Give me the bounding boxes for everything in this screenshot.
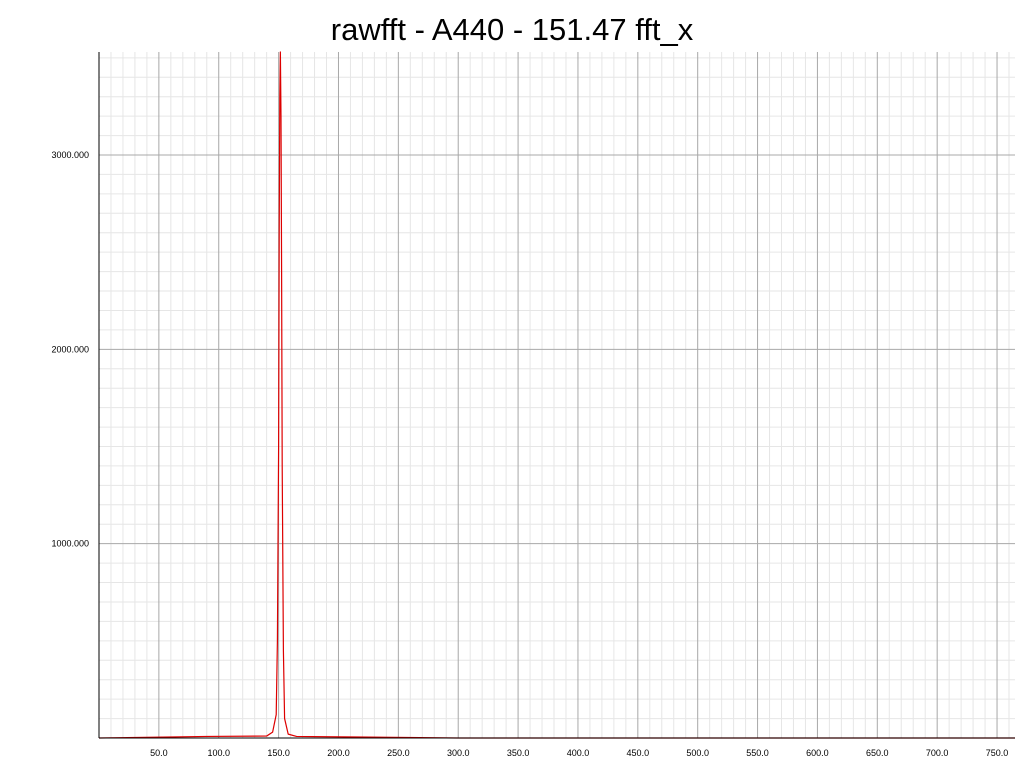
x-tick-label: 400.0 [567,748,590,758]
chart-title: rawfft - A440 - 151.47 fft_x [330,12,694,47]
minor-grid [99,52,1015,738]
y-tick-label: 3000.000 [51,150,89,160]
y-tick-label: 1000.000 [51,539,89,549]
x-tick-label: 600.0 [806,748,829,758]
major-grid [99,52,1015,738]
x-tick-label: 150.0 [267,748,290,758]
x-tick-label: 650.0 [866,748,889,758]
x-tick-label: 750.0 [986,748,1009,758]
x-tick-label: 100.0 [207,748,230,758]
y-tick-label: 2000.000 [51,344,89,354]
x-tick-label: 50.0 [150,748,168,758]
x-tick-label: 450.0 [627,748,650,758]
y-tick-labels: 1000.000 2000.000 3000.000 [51,150,89,549]
x-tick-label: 350.0 [507,748,530,758]
axes-layer [98,52,1015,739]
x-tick-label: 500.0 [686,748,709,758]
series-layer [98,51,1015,739]
x-tick-label: 550.0 [746,748,769,758]
x-tick-label: 700.0 [926,748,949,758]
x-tick-labels: 50.0 100.0 150.0 200.0 250.0 300.0 350.0 400.0 4… [150,748,1008,758]
x-tick-label: 300.0 [447,748,470,758]
series-line [98,51,1015,739]
x-tick-label: 250.0 [387,748,410,758]
x-tick-label: 200.0 [327,748,350,758]
